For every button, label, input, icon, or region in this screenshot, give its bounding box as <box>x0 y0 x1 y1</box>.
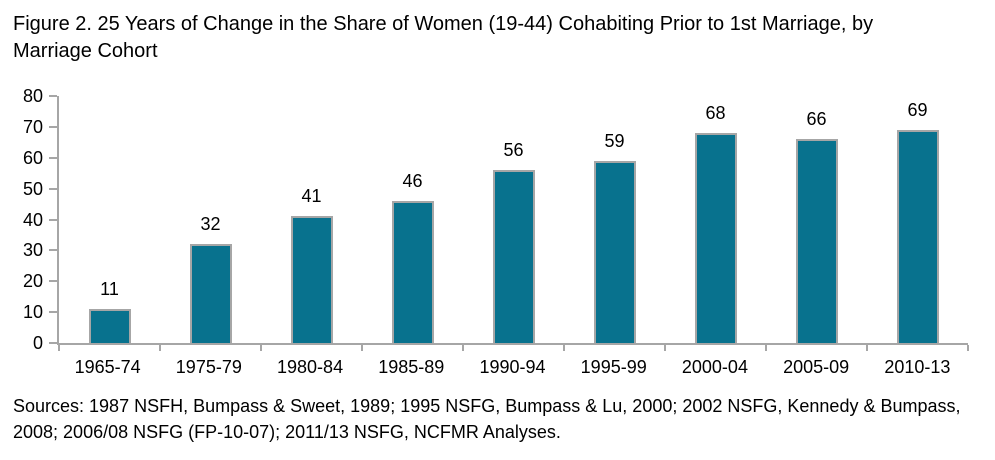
bar-value-label: 41 <box>301 186 322 206</box>
figure-title: Figure 2. 25 Years of Change in the Shar… <box>0 0 995 65</box>
y-axis-label: 70 <box>22 116 43 137</box>
x-axis-label: 1985-89 <box>378 357 445 377</box>
bar-cell: 66 <box>766 96 867 343</box>
bar <box>290 216 333 343</box>
y-axis: 0 10 20 30 40 50 60 70 80 <box>2 86 57 353</box>
figure-title-line-1: Figure 2. 25 Years of Change in the Shar… <box>13 13 874 35</box>
x-axis-label: 1995-99 <box>580 357 647 377</box>
bar <box>88 309 131 343</box>
bar-cell: 11 <box>59 96 160 343</box>
y-axis-label: 0 <box>32 333 43 353</box>
bar-value-label: 68 <box>705 103 726 123</box>
x-axis-tick <box>58 345 60 351</box>
bar <box>896 130 939 343</box>
y-axis-tick <box>49 342 57 344</box>
y-axis-label: 60 <box>22 147 43 168</box>
x-axis-tick <box>259 345 262 351</box>
sources-line-1: Sources: 1987 NSFH, Bumpass & Sweet, 198… <box>13 396 961 416</box>
y-axis-label: 10 <box>22 302 43 323</box>
bar <box>593 161 636 343</box>
sources-line-2: 2008; 2006/08 NSFG (FP-10-07); 2011/13 N… <box>13 422 561 442</box>
y-axis-tick <box>49 311 57 314</box>
bar-cell: 32 <box>160 96 261 343</box>
x-axis-tick <box>765 345 767 351</box>
bar-value-label: 11 <box>100 279 119 299</box>
y-axis-label: 30 <box>22 240 43 261</box>
x-axis-tick <box>563 345 565 351</box>
bar <box>694 133 737 343</box>
x-axis-label: 2010-13 <box>884 357 951 377</box>
bar-cell: 68 <box>665 96 766 343</box>
x-axis-labels: 1965-74 1975-79 1980-84 1985-89 1990-94 1995-… <box>57 345 968 377</box>
bar-cell: 46 <box>362 96 463 343</box>
x-axis-label: 1965-74 <box>74 357 141 377</box>
figure-title-line-2: Marriage Cohort <box>13 40 158 62</box>
plot-area: 11 32 41 46 56 59 68 66 69 <box>57 96 969 351</box>
sources-text: Sources: 1987 NSFH, Bumpass & Sweet, 198… <box>0 393 995 445</box>
x-axis-tick <box>360 345 363 351</box>
bar <box>189 244 232 343</box>
bar-cell: 69 <box>867 96 968 343</box>
x-axis-label: 1975-79 <box>175 357 242 377</box>
bar-value-label: 32 <box>200 214 221 234</box>
x-axis-tick <box>967 345 969 351</box>
bar-chart: 0 10 20 30 40 50 60 70 80 11 32 41 46 56 59 68 66 69 <box>2 86 995 353</box>
bar <box>391 201 434 343</box>
y-axis-tick <box>49 218 57 221</box>
y-axis-label: 20 <box>22 271 43 292</box>
bar-cell: 59 <box>564 96 665 343</box>
y-axis-tick <box>49 156 57 159</box>
x-axis-tick <box>461 345 464 351</box>
y-axis-tick <box>49 125 57 128</box>
x-axis-label: 2000-04 <box>681 357 748 377</box>
y-axis-tick <box>49 95 57 97</box>
y-axis-tick <box>49 187 57 190</box>
bar-cell: 41 <box>261 96 362 343</box>
y-axis-label: 50 <box>22 178 43 199</box>
bar-value-label: 69 <box>907 100 928 120</box>
bar <box>795 139 838 343</box>
y-axis-label: 40 <box>22 209 43 230</box>
bar <box>492 170 535 343</box>
bar-value-label: 66 <box>806 109 827 129</box>
y-axis-tick <box>49 280 57 283</box>
bar-value-label: 56 <box>503 140 524 160</box>
x-axis-tick <box>663 345 666 351</box>
bar-value-label: 59 <box>604 131 625 151</box>
bar-cell: 56 <box>463 96 564 343</box>
x-axis-label: 1980-84 <box>277 357 344 377</box>
y-axis-tick <box>49 249 57 252</box>
x-axis-tick <box>865 345 868 351</box>
x-axis-label: 1990-94 <box>479 357 546 377</box>
bar-value-label: 46 <box>402 171 423 191</box>
y-axis-label: 80 <box>22 86 43 106</box>
x-axis-label: 2005-09 <box>783 357 850 377</box>
x-axis-tick <box>158 345 161 351</box>
